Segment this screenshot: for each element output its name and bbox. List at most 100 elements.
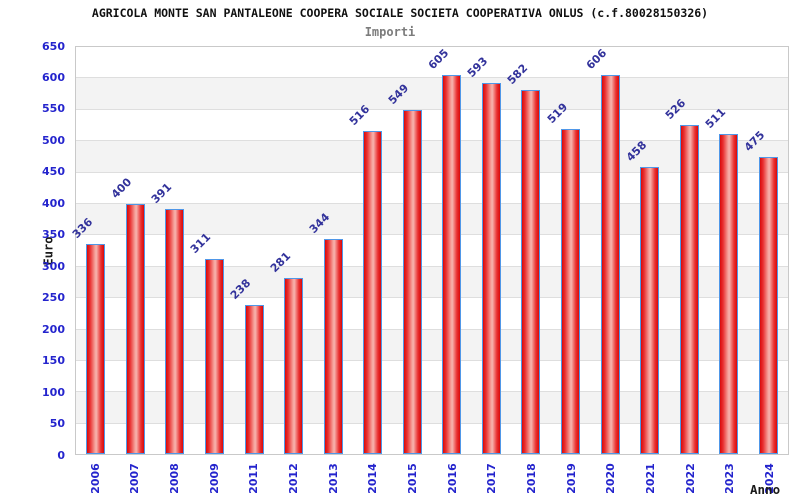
bar-slot: 519 [544,47,591,454]
bar-2019 [561,129,581,454]
y-axis: 0 50 100 150 200 250 300 350 400 450 500 550 600 650 [0,40,70,462]
x-tick-label: 2022 [683,462,697,494]
bar-slot: 511 [703,47,749,454]
y-tick-label: 450 [42,165,65,179]
bar-2023 [719,134,739,454]
bars-container: 336 400 391 311 238 281 344 516 549 605 593 582 519 6… [70,46,789,454]
bar-2008 [165,209,185,454]
chart-subtitle: Importi [364,25,416,39]
grid-band [76,47,788,79]
x-tick-label: 2013 [326,462,340,494]
y-tick-label: 600 [42,70,65,84]
y-tick-label: 100 [42,385,65,399]
bar-2014 [363,130,383,454]
x-tick-label: 2017 [485,462,499,494]
grid-band [76,235,788,267]
x-tick-label: 2018 [524,462,538,494]
x-slot: 2020 [591,457,631,499]
bar-slot: 336 [70,47,116,454]
chart-title: AGRICOLA MONTE SAN PANTALEONE COOPERA SO… [91,6,709,20]
x-slot: 2012 [273,457,313,499]
x-tick-label: 2020 [604,462,618,494]
bar-value-label: 336 [69,215,96,241]
bar-2024 [758,156,778,454]
y-tick-label: 300 [42,259,65,273]
bar-2020 [600,74,620,454]
x-axis-title: Anno [750,482,781,497]
grid-band [76,172,788,204]
bar-slot: 526 [663,47,709,454]
x-tick-label: 2015 [405,462,419,494]
bar-slot: 605 [426,47,472,454]
bar-slot: 549 [386,47,433,454]
y-tick-label: 550 [42,102,65,116]
x-slot: 2014 [353,457,393,499]
grid-band [76,266,788,299]
x-slot: 2021 [630,457,670,499]
grid-band [76,423,788,455]
bar-slot: 281 [267,47,314,454]
grid-band [76,141,788,173]
x-slot: 2018 [511,457,551,499]
bar-2009 [204,259,224,454]
x-tick-label: 2006 [88,462,102,494]
x-slot: 2019 [551,457,591,499]
bar-slot: 400 [109,47,156,454]
x-tick-label: 2014 [366,462,380,494]
x-slot: 2015 [392,457,432,499]
y-tick-label: 50 [49,417,65,431]
x-slot: 2022 [670,457,710,499]
x-tick-label: 2008 [167,462,181,494]
bar-2016 [442,75,462,454]
x-tick-label: 2011 [247,462,261,494]
x-slot: 2007 [115,457,155,499]
bar-slot: 391 [149,47,195,454]
x-slot: 2011 [234,457,274,499]
grid-band [76,78,788,110]
x-slot: 2016 [432,457,472,499]
grid-band [76,392,788,424]
bar-2013 [323,238,343,454]
y-tick-label: 500 [42,133,65,147]
grid-band [76,109,788,142]
bar-slot: 344 [307,47,353,454]
grid-bands [76,47,788,455]
x-slot: 2009 [194,457,234,499]
bar-2006 [86,243,106,454]
grid-band [76,298,788,330]
x-slot: 2017 [472,457,512,499]
plot-area: 336 400 391 311 238 281 344 516 549 605 593 582 519 6… [70,46,789,455]
x-tick-label: 2019 [564,462,578,494]
x-slot: 2006 [75,457,115,499]
bar-slot: 516 [347,47,393,454]
x-tick-label: 2016 [445,462,459,494]
bar-2018 [521,89,541,454]
grid-band [76,203,788,236]
grid-band [76,360,788,393]
bar-2007 [125,203,145,454]
bar-slot: 606 [584,46,630,454]
bar-2012 [284,278,304,454]
x-tick-label: 2023 [723,462,737,494]
x-tick-label: 2012 [286,462,300,494]
x-tick-label: 2021 [643,462,657,494]
y-tick-label: 350 [42,228,65,242]
bar-2011 [244,305,264,454]
bar-slot: 582 [505,47,551,454]
y-tick-label: 200 [42,322,65,336]
x-slot: 2023 [710,457,750,499]
bar-slot: 593 [465,47,512,454]
bar-2022 [679,124,699,454]
x-tick-label: 2007 [128,462,141,494]
bar-slot: 475 [742,47,789,454]
x-axis: 2006 2007 2008 2009 2011 2012 2013 2014 2015 2016… [75,457,789,499]
x-tick-label: 2009 [207,462,221,494]
bar-slot: 311 [188,47,235,454]
y-tick-label: 650 [42,39,65,53]
bar-2021 [640,167,660,454]
x-slot: 2008 [154,457,194,499]
x-slot: 2013 [313,457,353,499]
bar-slot: 238 [228,47,274,454]
y-tick-label: 150 [42,354,65,368]
